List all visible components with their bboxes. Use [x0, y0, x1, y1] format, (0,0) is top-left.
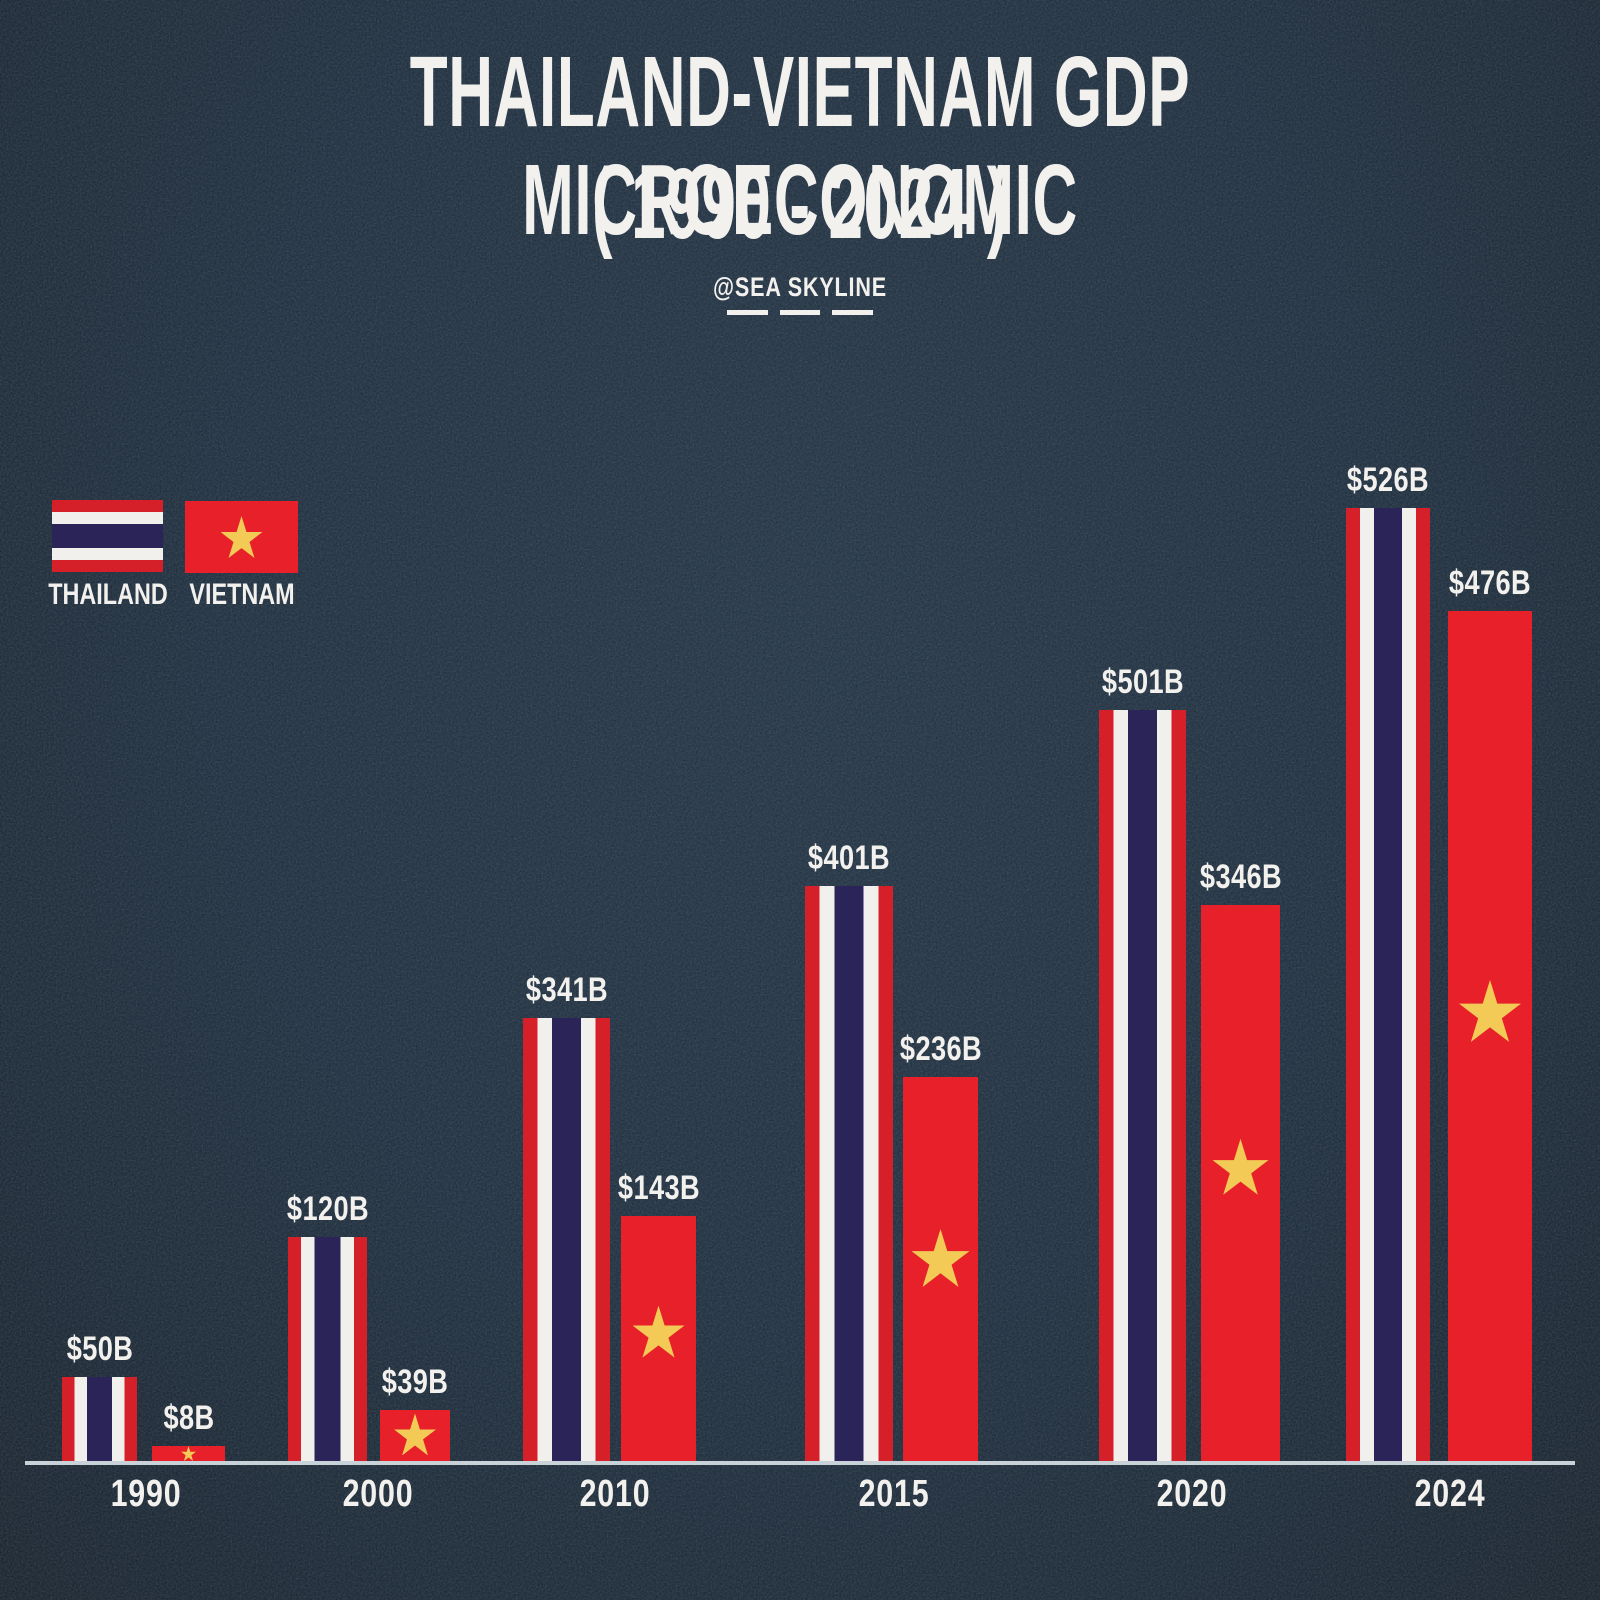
x-axis-baseline: [25, 1461, 1575, 1465]
thailand-value-label: $341B: [525, 971, 608, 1009]
year-label-1990: 1990: [110, 1473, 182, 1515]
credit-text: @SEA SKYLINE: [713, 272, 887, 302]
thailand-bar-2020: [1099, 710, 1186, 1462]
year-label-2000: 2000: [342, 1473, 414, 1515]
thailand-bar-2010: [523, 1018, 610, 1462]
thailand-value-label: $501B: [1101, 663, 1184, 701]
vietnam-star-icon: [911, 1228, 970, 1287]
vietnam-value-label: $476B: [1448, 564, 1532, 602]
vietnam-bar-2010: [621, 1216, 696, 1462]
vietnam-star-icon: [394, 1413, 436, 1456]
thailand-value-label: $120B: [286, 1190, 369, 1228]
vietnam-bar-2024: [1448, 611, 1532, 1462]
vietnam-value-label: $39B: [381, 1363, 449, 1401]
credit-underline-dash: [832, 310, 874, 315]
thailand-bar-2015: [805, 886, 893, 1462]
chart-title-line2: ( 1990 - 2024 ): [591, 148, 1009, 260]
year-label-2010: 2010: [579, 1473, 651, 1515]
thailand-bar-2000: [288, 1237, 367, 1462]
thailand-value-label: $526B: [1346, 461, 1430, 499]
vietnam-star-icon: [181, 1446, 196, 1462]
thailand-bar-1990: [62, 1377, 137, 1462]
vietnam-star-icon: [632, 1305, 685, 1358]
year-label-2015: 2015: [858, 1473, 930, 1515]
vietnam-value-label: $8B: [162, 1399, 215, 1437]
vietnam-star-icon: [1212, 1138, 1269, 1195]
year-label-2020: 2020: [1156, 1473, 1228, 1515]
vietnam-bar-2020: [1201, 905, 1280, 1462]
vietnam-flag-legend-swatch: [185, 501, 298, 573]
thailand-value-label: $401B: [807, 839, 891, 877]
vietnam-value-label: $143B: [617, 1169, 700, 1207]
vietnam-star-icon: [1459, 979, 1521, 1042]
vietnam-bar-1990: [152, 1446, 225, 1462]
vietnam-value-label: $236B: [899, 1030, 982, 1068]
credit-underline-dash: [727, 310, 768, 315]
credit-underline-dash: [779, 310, 821, 315]
thailand-flag-legend-swatch: [52, 500, 163, 572]
chart-title-line1: THAILAND-VIETNAM GDP MICROECONOMIC: [409, 36, 1191, 256]
thailand-bar-2024: [1346, 508, 1430, 1462]
thailand-value-label: $50B: [66, 1330, 133, 1368]
vietnam-bar-2015: [903, 1077, 978, 1462]
credit-underline: [727, 310, 874, 315]
legend-label-vietnam: VIETNAM: [188, 578, 295, 611]
vietnam-value-label: $346B: [1199, 858, 1282, 896]
legend-label-thailand: THAILAND: [47, 578, 168, 611]
vietnam-bar-2000: [380, 1410, 450, 1462]
year-label-2024: 2024: [1414, 1473, 1486, 1515]
vietnam-flag-star-icon: [220, 516, 263, 558]
